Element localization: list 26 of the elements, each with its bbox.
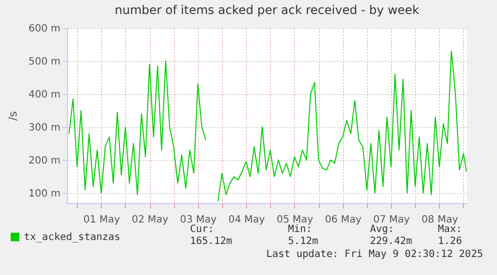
- text: 5.12m: [288, 236, 318, 247]
- y-tick-label: 200 m: [28, 156, 60, 167]
- x-tick-label: 08 May: [422, 214, 458, 226]
- text: Last update: Fri May 9 02:30:12 2025: [266, 249, 483, 260]
- legend-label: tx_acked_stanzas: [24, 232, 120, 243]
- text: Avg:: [370, 224, 394, 235]
- y-tick-label: 100 m: [28, 188, 60, 200]
- y-axis-title: /s: [6, 111, 20, 121]
- y-tick-label: 400 m: [28, 90, 60, 101]
- x-tick-label: 03 May: [180, 214, 217, 226]
- text: 229.42m: [370, 236, 412, 247]
- x-tick-label: 05 May: [276, 214, 314, 226]
- text: Min:: [288, 224, 312, 235]
- x-tick-label: 06 May: [324, 214, 362, 226]
- x-tick-label: 02 May: [132, 214, 168, 226]
- chart-title: number of items acked per ack received - by week: [114, 3, 420, 17]
- text: Cur:: [190, 224, 214, 235]
- y-tick-label: 500 m: [28, 56, 60, 68]
- x-tick-label: 07 May: [373, 214, 410, 226]
- x-tick-label: 01 May: [83, 214, 120, 226]
- text: 1.26: [438, 236, 462, 247]
- y-tick-label: 300 m: [28, 122, 60, 134]
- x-tick-label: 04 May: [228, 214, 265, 226]
- text: Max:: [438, 224, 462, 235]
- y-tick-label: 600 m: [28, 24, 60, 34]
- text: 165.12m: [190, 236, 232, 247]
